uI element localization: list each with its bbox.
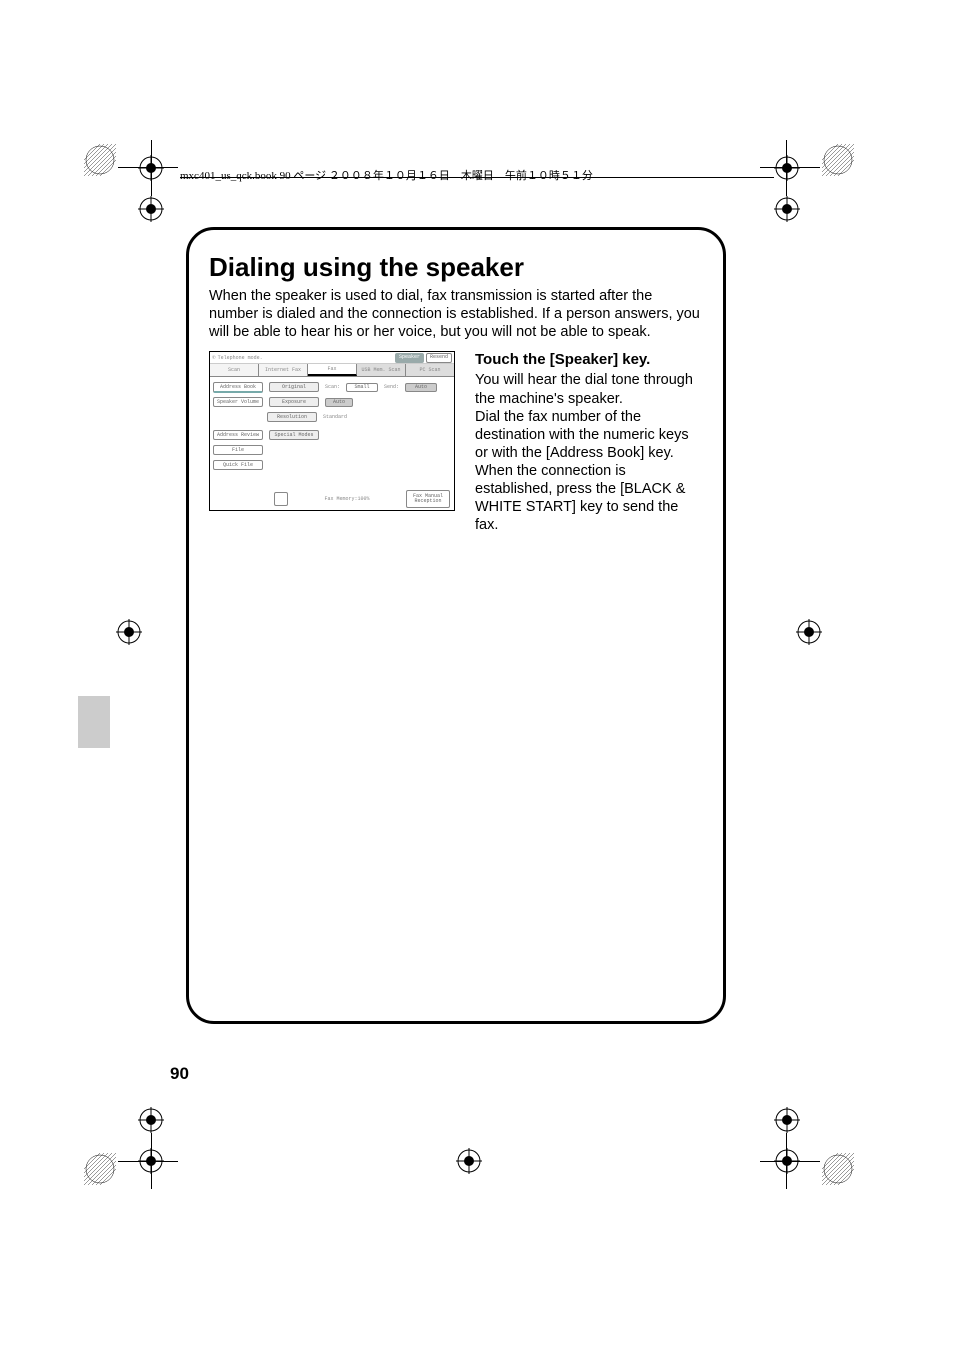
crop-mark-icon (796, 619, 822, 645)
tab-pc-scan[interactable]: PC Scan (406, 364, 454, 376)
content-row: ✆ Telephone mode. Speaker Resend Scan In… (209, 351, 703, 534)
panel-bottom: Fax Memory:100% Fax Manual Reception (210, 490, 454, 508)
resolution-button[interactable]: Resolution (267, 412, 317, 422)
panel-rows: Address Book Original Scan: Small Send: … (210, 377, 454, 478)
crop-mark-icon (84, 144, 116, 176)
print-header: mxc401_us_qck.book 90 ページ ２００８年１０月１６日 木曜… (180, 167, 774, 183)
speaker-volume-button[interactable]: Speaker Volume (213, 397, 263, 407)
crop-line (151, 140, 152, 196)
crop-line (151, 1133, 152, 1189)
small-button[interactable]: Small (346, 383, 378, 393)
crop-line (786, 1133, 787, 1189)
crop-line (760, 1161, 820, 1162)
tab-fax[interactable]: Fax (308, 364, 357, 376)
crop-mark-icon (116, 619, 142, 645)
tab-usb-mem-scan[interactable]: USB Mem. Scan (357, 364, 406, 376)
step-body: You will hear the dial tone through the … (475, 371, 703, 534)
address-review-button[interactable]: Address Review (213, 430, 263, 440)
instruction-column: Touch the [Speaker] key. You will hear t… (475, 351, 703, 534)
exposure-button[interactable]: Exposure (269, 397, 319, 407)
original-button[interactable]: Original (269, 382, 319, 392)
page-title: Dialing using the speaker (209, 252, 703, 283)
preview-icon[interactable] (274, 492, 288, 506)
crop-mark-icon (822, 144, 854, 176)
quick-file-button[interactable]: Quick File (213, 460, 263, 470)
crop-line (786, 140, 787, 196)
tabs-row: Scan Internet Fax Fax USB Mem. Scan PC S… (210, 364, 454, 377)
crop-mark-icon (774, 196, 800, 222)
scan-label: Scan: (325, 384, 340, 390)
page-number: 90 (170, 1064, 189, 1084)
phone-icon: ✆ (212, 354, 216, 361)
resend-button[interactable]: Resend (426, 353, 452, 363)
resolution-value: Standard (323, 414, 347, 420)
lcd-panel: ✆ Telephone mode. Speaker Resend Scan In… (209, 351, 455, 511)
speaker-button[interactable]: Speaker (395, 353, 424, 363)
tab-scan[interactable]: Scan (210, 364, 259, 376)
page-frame: Dialing using the speaker When the speak… (186, 227, 726, 1024)
address-book-button[interactable]: Address Book (213, 382, 263, 393)
crop-line (118, 167, 178, 168)
crop-mark-icon (84, 1153, 116, 1185)
special-modes-button[interactable]: Special Modes (269, 430, 319, 440)
crop-mark-icon (456, 1148, 482, 1174)
crop-mark-icon (774, 1107, 800, 1133)
header-rule (180, 177, 774, 178)
intro-paragraph: When the speaker is used to dial, fax tr… (209, 287, 703, 341)
exposure-value: Auto (325, 398, 353, 408)
auto-send-button[interactable]: Auto (405, 383, 437, 393)
crop-line (118, 1161, 178, 1162)
fax-manual-reception-button[interactable]: Fax Manual Reception (406, 490, 450, 508)
crop-mark-icon (138, 1107, 164, 1133)
crop-mark-icon (822, 1153, 854, 1185)
step-title: Touch the [Speaker] key. (475, 351, 703, 368)
crop-mark-icon (138, 196, 164, 222)
panel-top-bar: ✆ Telephone mode. Speaker Resend (210, 352, 454, 364)
crop-line (760, 167, 820, 168)
crop-mark-icon (774, 155, 800, 181)
file-button[interactable]: File (213, 445, 263, 455)
tab-internet-fax[interactable]: Internet Fax (259, 364, 308, 376)
telephone-mode-label: Telephone mode. (218, 355, 263, 361)
fax-memory-label: Fax Memory:100% (325, 496, 370, 502)
send-label: Send: (384, 384, 399, 390)
section-side-tab (78, 696, 110, 748)
